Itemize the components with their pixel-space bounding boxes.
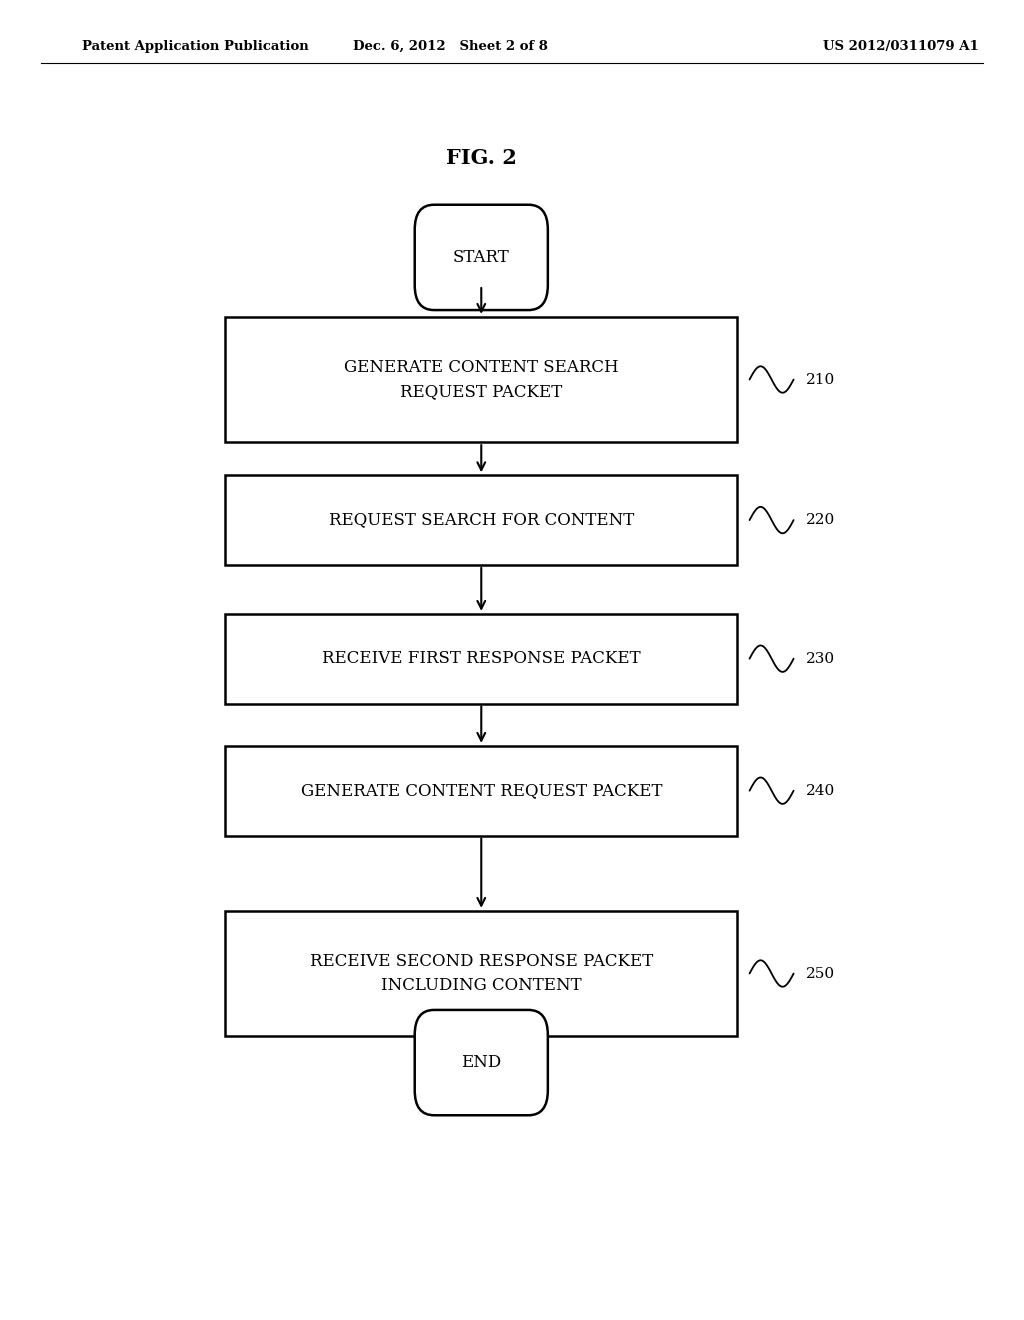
Text: RECEIVE SECOND RESPONSE PACKET
INCLUDING CONTENT: RECEIVE SECOND RESPONSE PACKET INCLUDING… [309, 953, 653, 994]
Text: Patent Application Publication: Patent Application Publication [82, 40, 308, 53]
Text: END: END [461, 1055, 502, 1071]
Text: RECEIVE FIRST RESPONSE PACKET: RECEIVE FIRST RESPONSE PACKET [322, 651, 641, 667]
Text: Dec. 6, 2012   Sheet 2 of 8: Dec. 6, 2012 Sheet 2 of 8 [353, 40, 548, 53]
FancyBboxPatch shape [415, 1010, 548, 1115]
Text: 220: 220 [806, 513, 836, 527]
Text: GENERATE CONTENT SEARCH
REQUEST PACKET: GENERATE CONTENT SEARCH REQUEST PACKET [344, 359, 618, 400]
Bar [225, 317, 737, 442]
Text: REQUEST SEARCH FOR CONTENT: REQUEST SEARCH FOR CONTENT [329, 512, 634, 528]
Text: 250: 250 [806, 966, 835, 981]
Text: 240: 240 [806, 784, 836, 797]
Text: 210: 210 [806, 372, 836, 387]
Bar [225, 911, 737, 1036]
Text: START: START [453, 249, 510, 265]
Text: GENERATE CONTENT REQUEST PACKET: GENERATE CONTENT REQUEST PACKET [300, 783, 663, 799]
Text: FIG. 2: FIG. 2 [445, 148, 517, 169]
Bar [225, 614, 737, 704]
Text: US 2012/0311079 A1: US 2012/0311079 A1 [823, 40, 979, 53]
Text: 230: 230 [806, 652, 835, 665]
FancyBboxPatch shape [415, 205, 548, 310]
Bar [225, 475, 737, 565]
Bar [225, 746, 737, 836]
